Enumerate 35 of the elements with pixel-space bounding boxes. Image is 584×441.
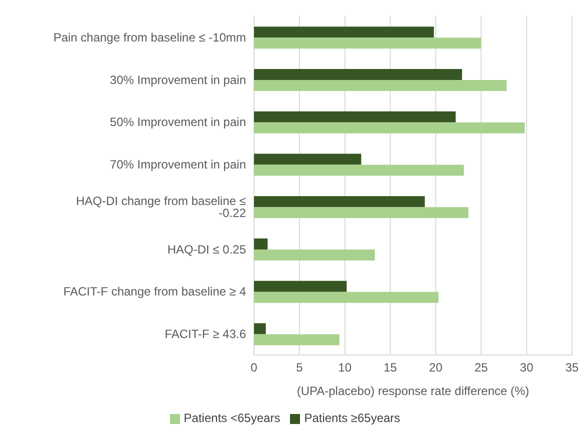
bar <box>254 26 434 38</box>
bar <box>254 80 507 91</box>
bar <box>254 111 456 122</box>
legend-label: Patients <65years <box>184 411 280 425</box>
x-tick-label: 20 <box>429 360 443 375</box>
bar <box>254 292 438 303</box>
y-tick-label: 70% Improvement in pain <box>110 158 246 172</box>
y-tick-label: Pain change from baseline ≤ -10mm <box>53 30 246 44</box>
bar <box>254 249 375 260</box>
bar <box>254 238 268 250</box>
bar <box>254 38 482 49</box>
x-tick-label: 5 <box>296 360 304 375</box>
bar <box>254 334 340 346</box>
bar <box>254 122 525 134</box>
x-axis-title: (UPA-placebo) response rate difference (%) <box>296 384 530 398</box>
x-tick-label: 10 <box>338 360 352 375</box>
bar <box>254 323 266 334</box>
x-tick-label: 0 <box>250 360 258 375</box>
y-tick-label: 50% Improvement in pain <box>110 115 246 130</box>
bar <box>254 154 362 165</box>
legend-label: Patients ≥65years <box>304 411 400 425</box>
y-tick-label: HAQ-DI ≤ 0.25 <box>167 242 246 256</box>
x-tick-label: 25 <box>474 360 488 375</box>
x-tick-label: 30 <box>520 360 534 375</box>
bar <box>254 68 462 80</box>
bar <box>254 164 464 176</box>
x-tick-label: 35 <box>565 360 579 375</box>
y-tick-label: 30% Improvement in pain <box>110 72 246 87</box>
bar <box>254 280 347 292</box>
bar <box>254 196 425 208</box>
y-tick-label: FACIT-F ≥ 43.6 <box>164 327 246 342</box>
x-tick-label: 15 <box>384 360 398 375</box>
y-tick-label: HAQ-DI change from baseline ≤ -0.22 <box>76 194 246 220</box>
y-tick-label: FACIT-F change from baseline ≥ 4 <box>63 284 246 299</box>
bar <box>254 207 468 218</box>
